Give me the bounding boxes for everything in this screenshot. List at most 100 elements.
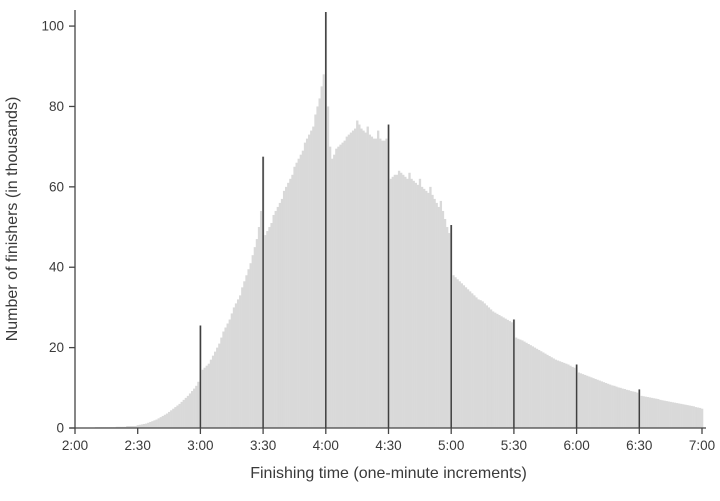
histogram-bar xyxy=(182,399,185,428)
histogram-bar xyxy=(370,136,374,429)
histogram-bar xyxy=(521,340,524,428)
histogram-bar xyxy=(339,144,342,428)
histogram-bar xyxy=(372,138,376,428)
y-axis-title: Number of finishers (in thousands) xyxy=(4,97,21,342)
histogram-bar xyxy=(602,382,606,428)
histogram-bar xyxy=(577,372,580,428)
histogram-bar xyxy=(698,407,702,428)
histogram-bar xyxy=(255,239,259,428)
histogram-bar xyxy=(130,425,133,428)
histogram-bar xyxy=(563,362,566,428)
histogram-bar xyxy=(489,309,493,428)
histogram-bar xyxy=(172,408,175,428)
histogram-bar xyxy=(692,406,695,428)
x-tick-label: 6:30 xyxy=(626,438,652,453)
histogram-bar xyxy=(487,307,491,428)
histogram-bar xyxy=(475,297,478,429)
histogram-bar xyxy=(544,353,547,428)
histogram-bar xyxy=(483,303,486,428)
histogram-bar xyxy=(180,401,183,429)
histogram-bar xyxy=(510,322,514,428)
histogram-bar xyxy=(422,188,426,428)
highlight-spike-bar xyxy=(575,364,578,428)
histogram-bar xyxy=(491,311,495,428)
histogram-bar xyxy=(268,227,271,428)
histogram-bar xyxy=(257,227,261,428)
histogram-bar xyxy=(634,391,637,428)
histogram-bar xyxy=(600,381,603,428)
histogram-bar xyxy=(627,390,631,428)
histogram-bar xyxy=(374,138,378,428)
histogram-bar xyxy=(581,374,585,428)
histogram-bar xyxy=(418,178,422,428)
histogram-bar xyxy=(443,219,447,428)
histogram-bar xyxy=(140,424,144,428)
histogram-bar xyxy=(402,174,405,428)
histogram-bar xyxy=(504,318,507,428)
histogram-bar xyxy=(356,120,359,428)
histogram-bar xyxy=(220,337,223,428)
histogram-bar xyxy=(439,200,443,428)
histogram-bar xyxy=(328,146,332,428)
histogram-bar xyxy=(604,382,608,428)
histogram-bar xyxy=(389,178,392,428)
histogram-bar xyxy=(625,389,629,428)
histogram-bar xyxy=(592,378,595,428)
histogram-bar xyxy=(326,106,330,429)
histogram-bar xyxy=(358,124,361,429)
histogram-bar xyxy=(677,403,681,428)
histogram-bar xyxy=(669,401,672,429)
histogram-bar xyxy=(621,388,624,428)
histogram-bar xyxy=(205,365,208,428)
histogram-bar xyxy=(145,423,148,428)
histogram-bar xyxy=(416,184,420,428)
histogram-bar xyxy=(529,345,532,428)
histogram-bar xyxy=(349,132,353,428)
histogram-bar xyxy=(533,347,537,428)
histogram-bar xyxy=(316,106,319,429)
histogram-bar xyxy=(682,404,685,428)
histogram-bar xyxy=(675,403,679,428)
histogram-bar xyxy=(138,424,142,428)
highlight-spike-bar xyxy=(325,12,327,428)
histogram-bar xyxy=(147,422,150,428)
histogram-bar xyxy=(385,138,388,428)
histogram-bar xyxy=(213,351,217,428)
histogram-bar xyxy=(241,287,244,428)
histogram-bar xyxy=(696,407,700,428)
histogram-bar xyxy=(663,400,666,428)
histogram-bar xyxy=(368,134,371,428)
histogram-bar xyxy=(243,281,246,428)
histogram-bar xyxy=(303,142,307,428)
histogram-bar xyxy=(188,393,192,428)
histogram-bar xyxy=(253,247,257,428)
histogram-bar xyxy=(445,227,449,428)
histogram-bar xyxy=(230,313,234,428)
histogram-bar xyxy=(343,140,346,429)
histogram-bar xyxy=(191,391,194,428)
histogram-bar xyxy=(224,327,227,428)
histogram-bar xyxy=(464,287,468,428)
histogram-bar xyxy=(573,367,576,428)
histogram-bar xyxy=(514,337,518,428)
histogram-bar xyxy=(299,154,303,428)
x-tick-label: 4:30 xyxy=(375,438,401,453)
histogram-bar xyxy=(226,323,229,428)
histogram-bar xyxy=(579,373,583,428)
x-tick-label: 6:00 xyxy=(563,438,589,453)
histogram-bar xyxy=(203,367,206,428)
histogram-bar xyxy=(337,146,340,428)
histogram-bar xyxy=(404,176,407,428)
histogram-bar xyxy=(287,182,290,428)
histogram-bar xyxy=(466,289,470,428)
histogram-bar xyxy=(552,358,555,428)
histogram-bar xyxy=(218,343,221,428)
histogram-bar xyxy=(665,401,668,428)
histogram-bar xyxy=(560,362,564,428)
histogram-bar xyxy=(546,354,549,428)
x-tick-label: 5:00 xyxy=(438,438,464,453)
histogram-bar xyxy=(684,404,687,428)
histogram-bar xyxy=(462,285,466,428)
histogram-bar xyxy=(690,405,693,428)
histogram-bar xyxy=(174,407,177,428)
